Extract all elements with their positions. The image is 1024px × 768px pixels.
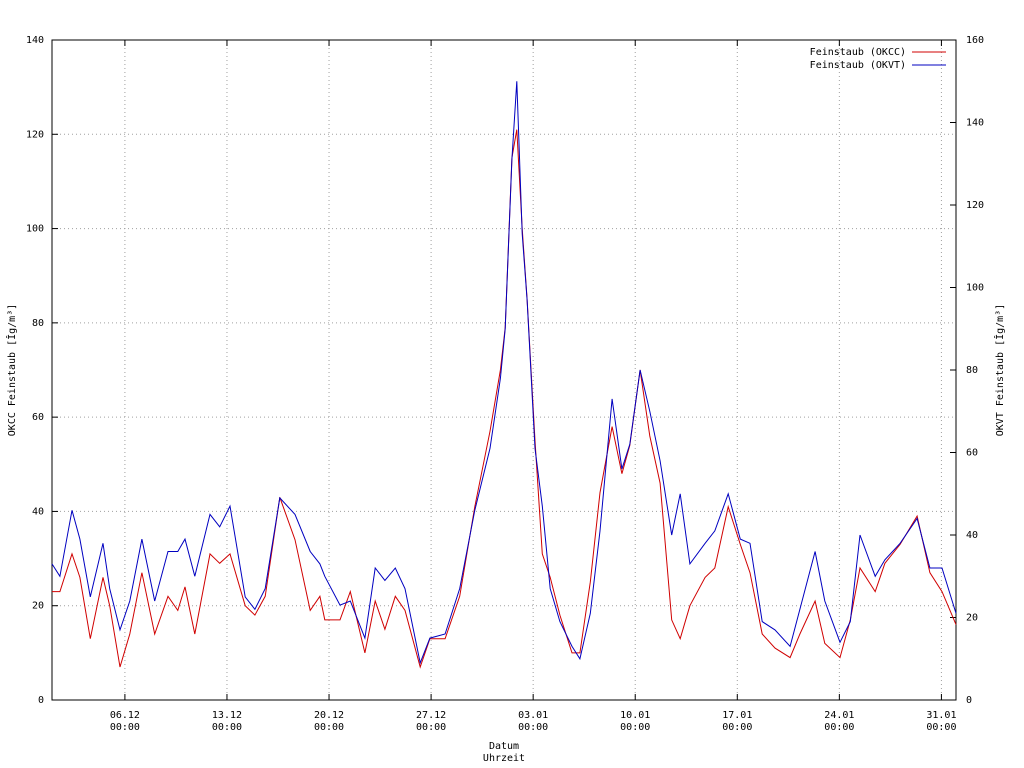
y2-tick-label: 140 [966, 118, 984, 129]
x-tick-label: 24.01 [824, 710, 854, 721]
x-tick-label: 00:00 [212, 722, 242, 733]
x-tick-label: 00:00 [416, 722, 446, 733]
x-tick-label: 00:00 [722, 722, 752, 733]
x-tick-label: 00:00 [620, 722, 650, 733]
y2-tick-label: 160 [966, 35, 984, 46]
y-tick-label: 40 [32, 506, 44, 517]
data-line [52, 129, 957, 669]
x-tick-label: 10.01 [620, 710, 650, 721]
x-axis-label: Datum [489, 741, 519, 752]
x-tick-label: 00:00 [926, 722, 956, 733]
y2-tick-label: 100 [966, 283, 984, 294]
y2-tick-label: 80 [966, 365, 978, 376]
y2-tick-label: 40 [966, 530, 978, 541]
legend-label: Feinstaub (OKCC) [810, 47, 906, 58]
y-tick-label: 120 [26, 129, 44, 140]
data-line [51, 81, 957, 665]
x-tick-label: 13.12 [212, 710, 242, 721]
y-tick-label: 60 [32, 412, 44, 423]
x-tick-label: 03.01 [518, 710, 548, 721]
y-tick-label: 20 [32, 601, 44, 612]
x-tick-label: 17.01 [722, 710, 752, 721]
x-axis-label: Uhrzeit [483, 753, 525, 764]
y-tick-label: 0 [38, 695, 44, 706]
legend-label: Feinstaub (OKVT) [810, 60, 906, 71]
y2-tick-label: 120 [966, 200, 984, 211]
x-tick-label: 31.01 [926, 710, 956, 721]
y2-axis-label: OKVT Feinstaub [Îg/m³] [993, 304, 1006, 436]
x-tick-label: 27.12 [416, 710, 446, 721]
x-tick-label: 00:00 [824, 722, 854, 733]
x-tick-label: 00:00 [110, 722, 140, 733]
x-tick-label: 00:00 [518, 722, 548, 733]
x-tick-label: 20.12 [314, 710, 344, 721]
y-tick-label: 100 [26, 224, 44, 235]
plot-frame [51, 39, 957, 701]
y-tick-label: 80 [32, 318, 44, 329]
x-tick-label: 06.12 [110, 710, 140, 721]
y2-tick-label: 20 [966, 613, 978, 624]
y2-tick-label: 60 [966, 448, 978, 459]
y-axis-label: OKCC Feinstaub [Îg/m³] [5, 304, 18, 436]
y-tick-label: 140 [26, 35, 44, 46]
y2-tick-label: 0 [966, 695, 972, 706]
x-tick-label: 00:00 [314, 722, 344, 733]
